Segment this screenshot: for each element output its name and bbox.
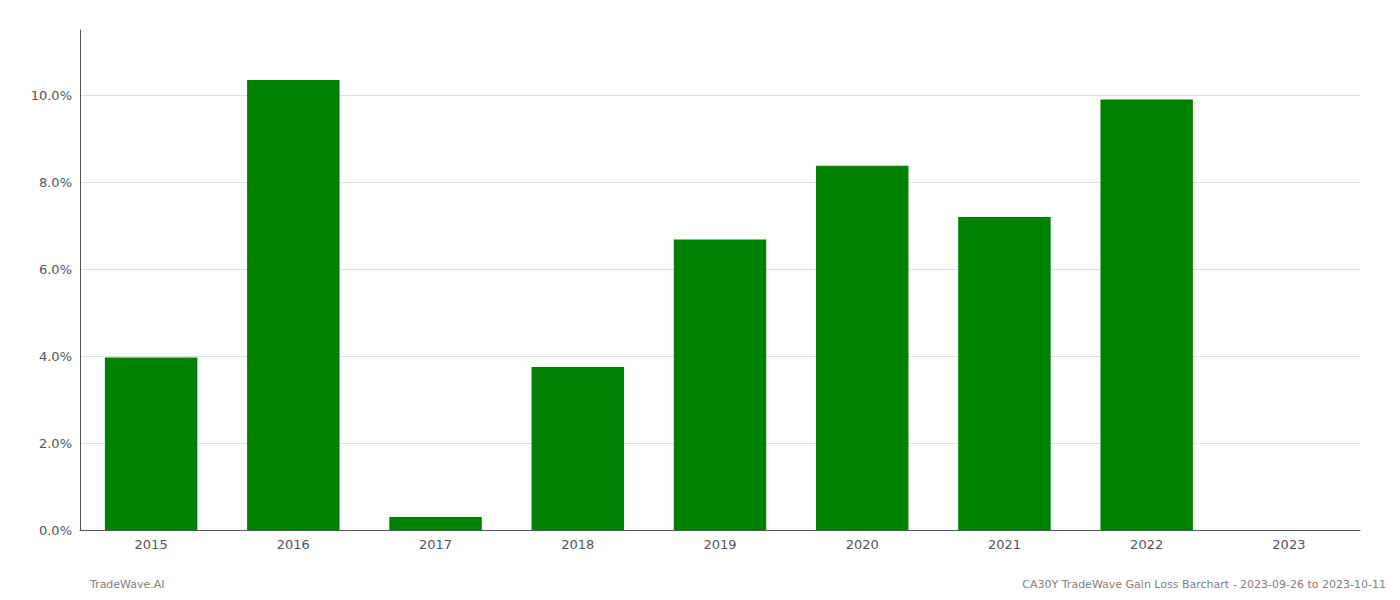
svg-text:2023: 2023 xyxy=(1272,537,1305,552)
svg-text:2018: 2018 xyxy=(561,537,594,552)
svg-text:CA30Y TradeWave Gain Loss Barc: CA30Y TradeWave Gain Loss Barchart - 202… xyxy=(1022,578,1386,591)
svg-text:10.0%: 10.0% xyxy=(31,88,72,103)
svg-text:2020: 2020 xyxy=(846,537,879,552)
svg-text:TradeWave.AI: TradeWave.AI xyxy=(89,578,165,591)
svg-text:2015: 2015 xyxy=(135,537,168,552)
svg-text:2017: 2017 xyxy=(419,537,452,552)
svg-text:0.0%: 0.0% xyxy=(39,523,72,538)
svg-text:2019: 2019 xyxy=(703,537,736,552)
svg-text:2.0%: 2.0% xyxy=(39,436,72,451)
svg-text:6.0%: 6.0% xyxy=(39,262,72,277)
svg-text:2022: 2022 xyxy=(1130,537,1163,552)
svg-text:2016: 2016 xyxy=(277,537,310,552)
svg-text:4.0%: 4.0% xyxy=(39,349,72,364)
svg-text:2021: 2021 xyxy=(988,537,1021,552)
svg-text:8.0%: 8.0% xyxy=(39,175,72,190)
